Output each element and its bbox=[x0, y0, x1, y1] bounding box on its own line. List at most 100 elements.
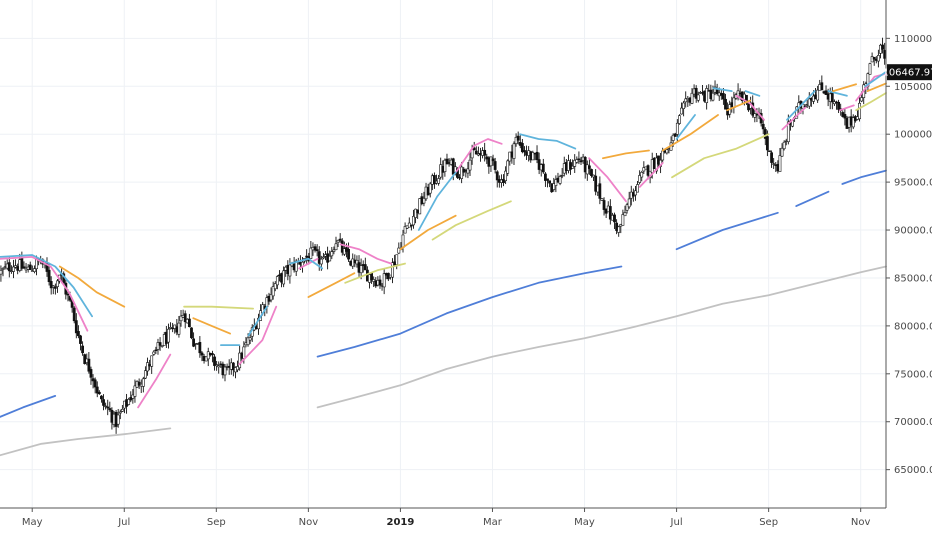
candle-body bbox=[535, 151, 539, 161]
candle-body bbox=[363, 264, 367, 271]
candle-body bbox=[177, 322, 181, 335]
candle-body bbox=[506, 160, 510, 174]
candle-body bbox=[858, 102, 861, 120]
candle-body bbox=[133, 385, 137, 397]
candle-body bbox=[623, 212, 627, 217]
candle-body bbox=[675, 122, 679, 135]
candle-body bbox=[118, 411, 122, 414]
last-price-badge bbox=[887, 64, 932, 81]
candle-body bbox=[571, 165, 575, 169]
candle-body bbox=[45, 263, 49, 272]
candle-body bbox=[684, 98, 688, 103]
price-axis: 65000.00 70000.00 75000.00 80000.00 85000.00… bbox=[886, 34, 932, 476]
candle-body bbox=[22, 266, 26, 269]
candle-body bbox=[724, 98, 727, 110]
ma-line-segment bbox=[588, 157, 627, 203]
candle-body bbox=[100, 395, 103, 400]
candle-body bbox=[319, 258, 323, 265]
candle-body bbox=[152, 351, 156, 355]
candle-body bbox=[223, 366, 227, 376]
candle-body bbox=[12, 266, 15, 272]
candle-body bbox=[554, 179, 558, 186]
candle-body bbox=[347, 248, 350, 260]
candle-body bbox=[544, 173, 547, 181]
candle-body bbox=[395, 254, 399, 265]
candle-body bbox=[332, 249, 336, 252]
candle-body bbox=[137, 381, 141, 386]
last-price-label: 106467.97 bbox=[882, 68, 932, 79]
candle-body bbox=[625, 204, 629, 211]
candle-body bbox=[192, 338, 195, 347]
candle-body bbox=[830, 92, 834, 103]
candle-body bbox=[53, 286, 57, 289]
candle-body bbox=[414, 208, 417, 218]
ma-line-segment bbox=[431, 200, 512, 241]
candle-body bbox=[28, 264, 32, 270]
ma-line-segment bbox=[0, 255, 89, 332]
candle-body bbox=[638, 175, 642, 183]
candle-body bbox=[156, 342, 160, 350]
candle-body bbox=[837, 101, 840, 110]
candle-body bbox=[236, 366, 239, 371]
candle-body bbox=[786, 121, 790, 143]
candle-body bbox=[167, 328, 170, 343]
candle-body bbox=[445, 158, 449, 165]
candle-body bbox=[409, 224, 413, 227]
candle-body bbox=[483, 149, 487, 156]
candle-body bbox=[883, 50, 887, 59]
candle-body bbox=[598, 183, 602, 199]
candle-body bbox=[7, 262, 11, 272]
candle-body bbox=[334, 243, 338, 251]
candle-body bbox=[246, 337, 250, 346]
ma-line-segment bbox=[238, 305, 278, 366]
candle-body bbox=[824, 90, 828, 95]
candle-body bbox=[636, 184, 639, 193]
ma-line-segment bbox=[675, 114, 696, 140]
candle-body bbox=[1, 268, 5, 270]
candle-body bbox=[275, 276, 279, 286]
candle-body bbox=[608, 206, 612, 220]
candle-body bbox=[198, 342, 202, 354]
candle-body bbox=[51, 285, 55, 288]
candle-body bbox=[190, 327, 193, 339]
price-tick-label: 95000.00 bbox=[894, 178, 932, 189]
candle-body bbox=[315, 249, 319, 252]
ma-line-segment bbox=[289, 257, 324, 270]
candle-body bbox=[876, 55, 880, 62]
time-tick-label: 2019 bbox=[387, 517, 415, 528]
candle-body bbox=[443, 159, 447, 173]
candle-body bbox=[257, 317, 260, 330]
candle-body bbox=[851, 117, 855, 128]
candle-body bbox=[433, 175, 436, 185]
time-tick-label: May bbox=[22, 517, 43, 528]
candle-body bbox=[370, 272, 373, 281]
candle-body bbox=[322, 256, 325, 259]
candle-body bbox=[66, 293, 70, 296]
candle-body bbox=[269, 294, 273, 301]
price-tick-label: 80000.00 bbox=[894, 321, 932, 332]
ma-line-segment bbox=[661, 114, 719, 152]
candle-body bbox=[520, 143, 524, 153]
candle-body bbox=[460, 166, 464, 179]
candle-body bbox=[93, 379, 97, 388]
candle-body bbox=[516, 135, 520, 141]
candle-body bbox=[213, 356, 216, 366]
price-tick-label: 90000.00 bbox=[894, 226, 932, 237]
last-price-marker: 106467.97 bbox=[882, 64, 932, 81]
ma-line-segment bbox=[399, 214, 457, 251]
time-tick-label: Jul bbox=[117, 517, 130, 528]
candle-body bbox=[231, 362, 235, 371]
candle-body bbox=[313, 246, 317, 251]
candle-body bbox=[428, 183, 432, 194]
ma-line-segment bbox=[735, 94, 765, 121]
candle-body bbox=[763, 129, 767, 139]
price-tick-label: 70000.00 bbox=[894, 417, 932, 428]
ma-line-segment bbox=[247, 305, 268, 337]
ma-line-segment bbox=[0, 254, 93, 318]
candle-body bbox=[437, 178, 441, 184]
candle-body bbox=[474, 150, 478, 155]
candle-body bbox=[338, 238, 342, 241]
candle-body bbox=[600, 198, 604, 201]
ma-line-segment bbox=[339, 243, 393, 265]
